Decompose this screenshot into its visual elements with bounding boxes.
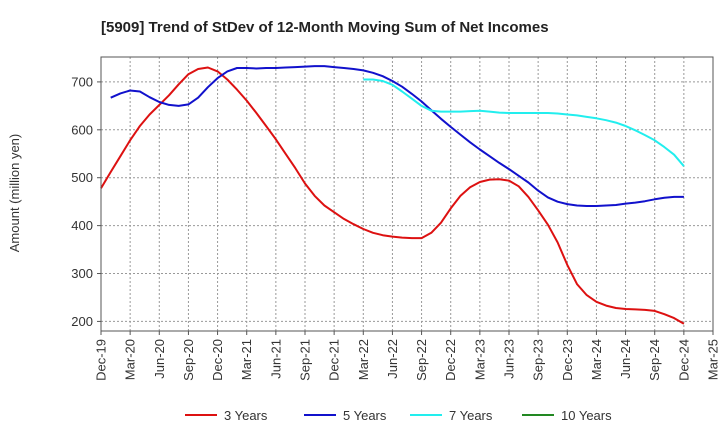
y-axis-label: Amount (million yen) <box>7 134 22 253</box>
legend-item-7-years: 7 Years <box>410 408 493 423</box>
x-tick-label: Dec-19 <box>94 339 109 381</box>
series-line-7-years <box>363 78 685 167</box>
y-tick-label: 600 <box>71 122 93 137</box>
x-tick-label: Sep-24 <box>647 339 662 381</box>
x-tick-label: Jun-24 <box>618 339 633 379</box>
y-tick-label: 500 <box>71 170 93 185</box>
legend: 3 Years 5 Years 7 Years 10 Years <box>185 408 612 423</box>
chart-title: [5909] Trend of StDev of 12-Month Moving… <box>101 19 549 36</box>
x-tick-label: Dec-20 <box>210 339 225 381</box>
x-tick-label: Sep-20 <box>181 339 196 381</box>
x-tick-label: Dec-21 <box>327 339 342 381</box>
x-axis-ticks: Dec-19 Mar-20 Jun-20 Sep-20 Dec-20 Mar-21 Jun-… <box>94 331 720 381</box>
x-tick-label: Dec-22 <box>443 339 458 381</box>
series-layer <box>100 65 685 325</box>
grid <box>100 57 714 331</box>
x-tick-label: Jun-23 <box>502 339 517 379</box>
x-tick-label: Jun-20 <box>152 339 167 379</box>
x-tick-label: Mar-22 <box>356 339 371 380</box>
legend-label: 3 Years <box>224 408 268 423</box>
x-tick-label: Sep-21 <box>298 339 313 381</box>
x-tick-label: Mar-25 <box>706 339 720 380</box>
x-tick-label: Dec-24 <box>676 339 691 381</box>
x-tick-label: Sep-22 <box>414 339 429 381</box>
y-tick-label: 200 <box>71 314 93 329</box>
x-tick-label: Mar-20 <box>123 339 138 380</box>
series-line-5-years <box>110 65 684 207</box>
series-line-3-years <box>100 66 685 325</box>
y-axis-ticks: 200 300 400 500 600 700 <box>71 74 101 329</box>
legend-item-3-years: 3 Years <box>185 408 268 423</box>
legend-label: 7 Years <box>449 408 493 423</box>
x-tick-label: Mar-23 <box>472 339 487 380</box>
x-tick-label: Mar-21 <box>239 339 254 380</box>
x-tick-label: Mar-24 <box>589 339 604 380</box>
x-tick-label: Jun-21 <box>268 339 283 379</box>
y-tick-label: 400 <box>71 218 93 233</box>
x-tick-label: Jun-22 <box>385 339 400 379</box>
legend-label: 5 Years <box>343 408 387 423</box>
plot-frame <box>100 56 714 332</box>
legend-item-10-years: 10 Years <box>522 408 612 423</box>
x-tick-label: Sep-23 <box>531 339 546 381</box>
legend-item-5-years: 5 Years <box>304 408 387 423</box>
y-tick-label: 700 <box>71 74 93 89</box>
y-tick-label: 300 <box>71 266 93 281</box>
legend-label: 10 Years <box>561 408 612 423</box>
x-tick-label: Dec-23 <box>560 339 575 381</box>
